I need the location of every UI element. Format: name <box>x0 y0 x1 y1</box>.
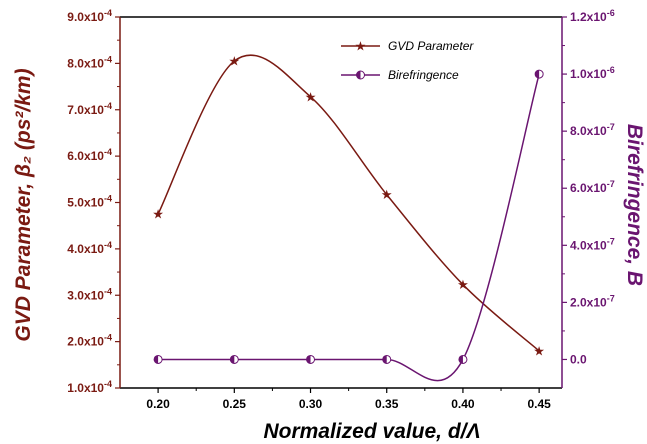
data-point-gvd: ★ <box>381 188 393 203</box>
left-axis-title: GVD Parameter, β₂ (ps²/km) <box>12 68 35 341</box>
left-tick-label: 1.0x10-4 <box>67 379 112 395</box>
left-tick-label: 6.0x10-4 <box>67 147 112 163</box>
right-axis-title: Birefringence, B <box>623 124 646 286</box>
x-tick-label: 0.35 <box>375 397 399 411</box>
left-tick-label: 5.0x10-4 <box>67 194 112 210</box>
right-tick-label: 6.0x10-7 <box>570 179 615 195</box>
left-tick-label: 9.0x10-4 <box>67 8 112 24</box>
right-tick-label: 4.0x10-7 <box>570 236 615 252</box>
right-tick-label: 1.2x10-6 <box>570 8 615 24</box>
series-line-gvd <box>157 54 540 352</box>
right-tick-label: 2.0x10-7 <box>570 293 615 309</box>
legend-marker-birefringence-half-circle-icon <box>356 70 365 80</box>
x-tick-label: 0.40 <box>451 397 475 411</box>
marker-half-fill <box>230 355 235 364</box>
data-point-birefringence <box>382 354 392 364</box>
axes: 0.20 0.25 0.30 0.35 0.40 0.45 1.0x10-4 2.0x10-4… <box>67 8 614 411</box>
left-tick-label: 3.0x10-4 <box>67 286 112 302</box>
data-point-birefringence <box>229 354 239 364</box>
data-point-birefringence <box>306 354 316 364</box>
legend-label-gvd: GVD Parameter <box>388 39 474 53</box>
data-point-birefringence <box>458 354 468 364</box>
marker-half-fill <box>154 355 159 364</box>
legend-marker-gvd-star-icon: ★ <box>355 40 367 55</box>
data-point-gvd: ★ <box>533 344 545 359</box>
marker-half-fill <box>306 355 311 364</box>
data-point-gvd: ★ <box>152 208 164 223</box>
data-point-birefringence <box>153 354 163 364</box>
marker-half-fill <box>382 355 387 364</box>
right-tick-label: 1.0x10-6 <box>570 65 615 81</box>
left-tick-label: 7.0x10-4 <box>67 101 112 117</box>
x-tick-label: 0.25 <box>223 397 247 411</box>
left-tick-label: 4.0x10-4 <box>67 240 112 256</box>
data-point-gvd: ★ <box>228 55 240 70</box>
x-tick-label: 0.20 <box>146 397 170 411</box>
marker-half-fill <box>458 355 463 364</box>
legend: ★ GVD Parameter Birefringence <box>341 39 474 82</box>
series-layer: ★ ★ ★ ★ ★ ★ <box>152 54 545 382</box>
data-point-birefringence <box>534 69 544 79</box>
x-axis-title: Normalized value, d/Λ <box>263 420 480 443</box>
legend-label-birefringence: Birefringence <box>388 68 459 82</box>
data-point-gvd: ★ <box>457 278 469 293</box>
right-tick-label: 0.0 <box>570 352 587 366</box>
x-tick-label: 0.30 <box>299 397 323 411</box>
right-tick-label: 8.0x10-7 <box>570 122 615 138</box>
left-tick-label: 8.0x10-4 <box>67 54 112 70</box>
marker-half-fill <box>535 70 540 79</box>
x-tick-label: 0.45 <box>527 397 551 411</box>
left-tick-label: 2.0x10-4 <box>67 333 112 349</box>
data-point-gvd: ★ <box>305 90 317 105</box>
